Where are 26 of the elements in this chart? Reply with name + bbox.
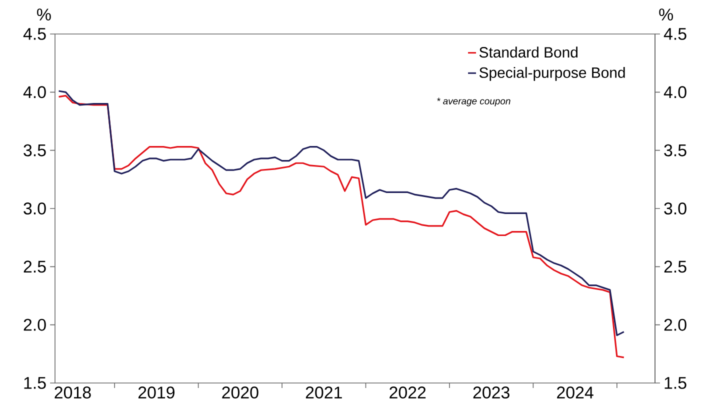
y-tick-label: 4.0 [23,86,46,98]
y2-tick-label: 2.0 [664,318,686,331]
y2-tick-label: 2.5 [664,260,686,273]
y-tick-label: 3.5 [24,144,46,156]
annotation: * average coupon [437,98,510,106]
x-tick-label: 2020 [222,386,258,399]
x-tick-label: 2018 [54,386,91,399]
y2-tick-label: 3.0 [664,202,686,214]
legend-label: Special-purpose Bond [479,66,625,81]
x-tick-label: 2022 [390,386,426,399]
y-tick-label: 2.5 [24,260,46,273]
y2-tick-label: 4.5 [664,28,686,40]
y2-tick-label: 1.5 [664,377,686,389]
x-tick-label: 2021 [306,386,342,399]
x-tick-label: 2019 [138,386,174,399]
x-tick-label: 2023 [473,386,510,399]
x-tick-label: 2024 [557,386,594,399]
y2-tick-label: 3.5 [664,144,686,156]
y-tick-label: 1.5 [24,377,46,389]
y-axis-title: % [37,8,51,20]
y-tick-label: 3.0 [24,202,46,214]
y2-tick-label: 4.0 [664,86,686,98]
y-tick-label: 2.0 [24,318,46,331]
y2-axis-title: % [659,8,673,20]
y-tick-label: 4.5 [23,28,46,40]
legend-label: Standard Bond [479,46,578,58]
